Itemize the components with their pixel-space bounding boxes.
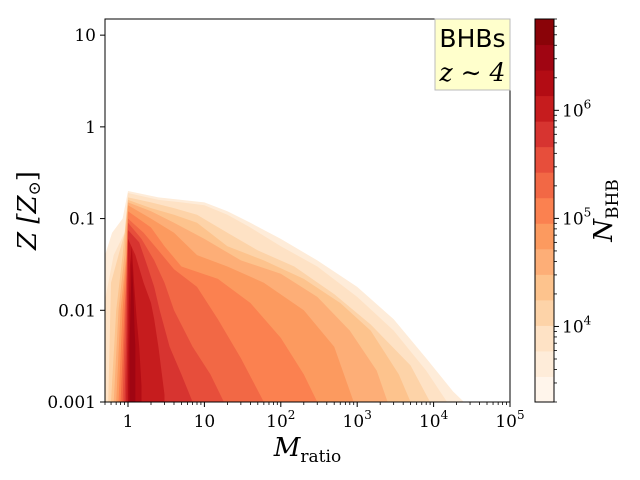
colorbar-band	[535, 121, 554, 148]
colorbar-band	[535, 95, 554, 122]
colorbar-band	[535, 146, 554, 173]
x-axis: 1 10 102 103 104 105	[104, 402, 525, 432]
colorbar-band	[535, 299, 554, 326]
y-tick-label: 0.1	[69, 210, 96, 230]
legend-background	[434, 18, 511, 91]
y-tick-label: 0.001	[47, 393, 96, 413]
plot-frame	[104, 18, 511, 403]
colorbar: 104 105 106	[534, 18, 592, 403]
colorbar-band	[535, 223, 554, 250]
colorbar-band	[535, 172, 554, 199]
x-axis-label: Mratio	[273, 433, 341, 467]
x-tick-label: 1	[123, 412, 134, 432]
colorbar-band	[535, 248, 554, 275]
legend-box: BHBs z ∼ 4	[434, 18, 511, 91]
y-axis-label: Z [Z⊙]	[13, 171, 45, 251]
colorbar-tick-label: 105	[562, 205, 591, 229]
legend-title: BHBs	[439, 24, 505, 53]
colorbar-band	[535, 197, 554, 224]
y-axis: 0.001 0.01 0.1 1 10	[47, 26, 105, 413]
x-tick-label: 103	[343, 408, 372, 432]
colorbar-band	[535, 44, 554, 71]
contour-level-13	[129, 260, 136, 402]
x-tick-label: 105	[495, 408, 524, 432]
colorbar-label: NBHB	[589, 179, 623, 243]
colorbar-tick-label: 106	[562, 97, 591, 121]
x-tick-label: 10	[194, 412, 216, 432]
colorbar-frame	[534, 18, 555, 403]
y-tick-label: 1	[85, 118, 96, 138]
x-tick-label: 102	[266, 408, 295, 432]
colorbar-band	[535, 376, 554, 403]
legend-redshift: z ∼ 4	[439, 58, 506, 87]
colorbar-band	[535, 70, 554, 97]
colorbar-band	[535, 350, 554, 377]
contour-fills	[105, 191, 464, 402]
colorbar-tick-label: 104	[562, 313, 592, 337]
colorbar-band	[535, 325, 554, 352]
y-tick-label: 0.01	[58, 301, 96, 321]
y-tick-label: 10	[74, 26, 96, 46]
colorbar-band	[535, 274, 554, 301]
colorbar-band	[535, 19, 554, 46]
x-tick-label: 104	[419, 408, 449, 432]
